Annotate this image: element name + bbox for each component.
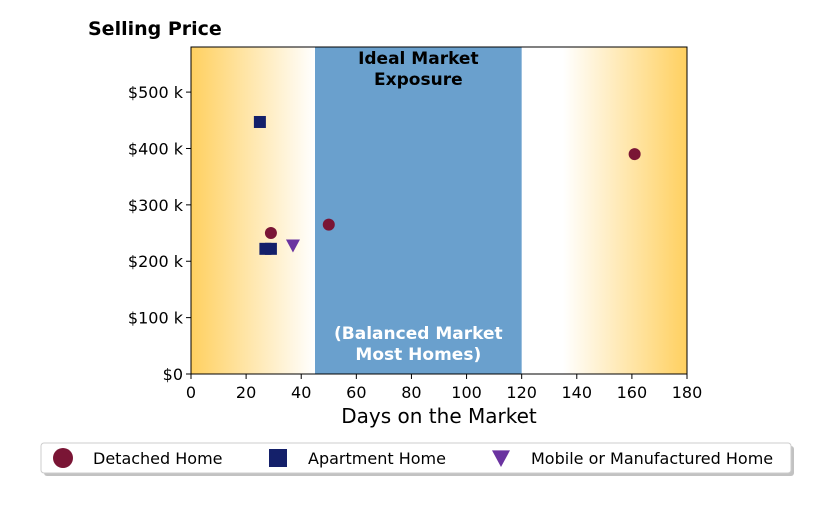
- legend-label: Mobile or Manufactured Home: [531, 449, 773, 468]
- band-label-bottom-line: Most Homes): [355, 345, 481, 365]
- x-tick-label: 120: [506, 383, 537, 402]
- legend-box: [40, 442, 792, 474]
- band-label-top-line: Exposure: [374, 70, 463, 90]
- legend-label: Apartment Home: [308, 449, 446, 468]
- y-tick-label: $200 k: [128, 252, 184, 271]
- data-point: [264, 227, 277, 240]
- x-tick-label: 100: [451, 383, 482, 402]
- data-point: [322, 218, 335, 231]
- ideal-exposure-band: [315, 47, 522, 374]
- band-label-bottom-line: (Balanced Market: [334, 324, 503, 344]
- legend-marker: [492, 450, 510, 467]
- x-tick-label: 20: [236, 383, 256, 402]
- x-axis-title: Days on the Market: [341, 404, 537, 428]
- chart-title: Selling Price: [88, 18, 222, 40]
- data-point: [285, 239, 300, 253]
- x-tick-label: 60: [346, 383, 366, 402]
- legend-marker: [269, 449, 287, 467]
- y-tick-label: $400 k: [128, 139, 184, 158]
- x-tick-label: 80: [401, 383, 421, 402]
- plot-frame: [190, 46, 688, 375]
- x-tick-label: 180: [672, 383, 703, 402]
- data-point: [628, 148, 641, 161]
- x-tick-label: 140: [562, 383, 593, 402]
- y-tick-label: $0: [163, 365, 183, 384]
- legend-marker: [53, 448, 73, 468]
- y-tick-label: $500 k: [128, 83, 184, 102]
- x-tick-label: 160: [617, 383, 648, 402]
- x-tick-label: 40: [291, 383, 311, 402]
- y-tick-label: $300 k: [128, 196, 184, 215]
- band-label-top-line: Ideal Market: [358, 49, 479, 69]
- y-tick-label: $100 k: [128, 309, 184, 328]
- legend-label: Detached Home: [93, 449, 223, 468]
- data-point: [264, 242, 277, 255]
- x-tick-label: 0: [186, 383, 196, 402]
- data-point: [253, 115, 266, 128]
- data-points: [253, 115, 641, 255]
- axes: 0 20 40 60 80 100 120 140 160 180 $0 $100 k $200 k $3…: [128, 46, 703, 402]
- legend: Detached Home Apartment Home Mobile or Man…: [40, 442, 794, 476]
